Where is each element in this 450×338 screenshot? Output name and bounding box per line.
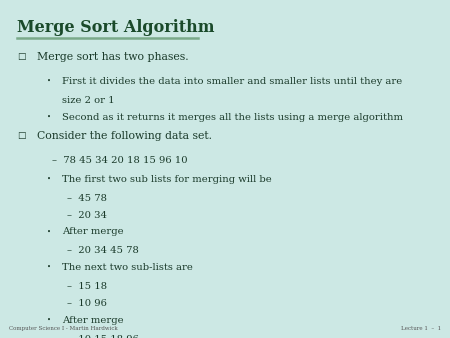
Text: •: • [47,113,51,121]
Text: •: • [47,175,51,183]
Text: –  10 96: – 10 96 [67,299,107,308]
Text: The first two sub lists for merging will be: The first two sub lists for merging will… [62,175,272,184]
Text: The next two sub-lists are: The next two sub-lists are [62,263,193,272]
Text: –  45 78: – 45 78 [67,194,107,203]
Text: Computer Science I - Martin Hardwick: Computer Science I - Martin Hardwick [9,325,118,331]
Text: •: • [47,316,51,324]
Text: –  20 34: – 20 34 [67,211,107,220]
Text: After merge: After merge [62,227,124,237]
Text: Merge sort has two phases.: Merge sort has two phases. [37,52,189,63]
Text: •: • [47,263,51,271]
Text: •: • [47,77,51,85]
Text: Merge Sort Algorithm: Merge Sort Algorithm [17,19,215,35]
Text: size 2 or 1: size 2 or 1 [62,96,115,105]
Text: –  20 34 45 78: – 20 34 45 78 [67,246,139,256]
Text: After merge: After merge [62,316,124,325]
Text: □: □ [17,131,26,141]
Text: –  15 18: – 15 18 [67,282,107,291]
Text: •: • [47,227,51,236]
Text: Consider the following data set.: Consider the following data set. [37,131,212,142]
Text: □: □ [17,52,26,62]
Text: –  10 15 18 96: – 10 15 18 96 [67,335,139,338]
Text: –  78 45 34 20 18 15 96 10: – 78 45 34 20 18 15 96 10 [52,156,187,165]
Text: First it divides the data into smaller and smaller lists until they are: First it divides the data into smaller a… [62,77,402,86]
Text: Second as it returns it merges all the lists using a merge algorithm: Second as it returns it merges all the l… [62,113,403,122]
Text: Lecture 1  –  1: Lecture 1 – 1 [401,325,441,331]
